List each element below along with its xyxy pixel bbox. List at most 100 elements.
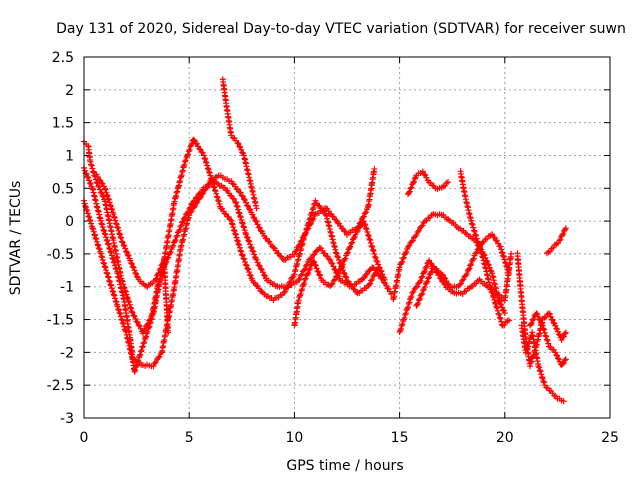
data-point — [399, 321, 406, 328]
data-point — [94, 241, 101, 248]
data-point — [410, 288, 417, 295]
data-point — [111, 292, 118, 299]
data-point — [185, 151, 192, 158]
data-point — [529, 317, 536, 324]
data-point — [165, 329, 172, 336]
data-point — [112, 265, 119, 272]
data-point — [111, 214, 118, 221]
series-track-3 — [81, 164, 395, 375]
y-tick-label: 2.5 — [52, 50, 74, 66]
data-point — [312, 262, 319, 269]
data-point — [109, 206, 116, 213]
data-point — [204, 165, 211, 172]
data-point — [88, 220, 95, 227]
data-point — [427, 260, 434, 267]
data-point — [115, 306, 122, 313]
data-point — [528, 320, 535, 327]
data-point — [402, 311, 409, 318]
data-point — [415, 297, 422, 304]
data-point — [132, 315, 139, 322]
data-point — [241, 256, 248, 263]
data-point — [112, 262, 119, 269]
data-point — [419, 222, 426, 229]
data-point — [378, 268, 385, 275]
data-point — [123, 248, 130, 255]
data-point — [231, 227, 238, 234]
data-point — [398, 325, 405, 332]
data-point — [106, 278, 113, 285]
data-point — [235, 206, 242, 213]
data-point — [295, 243, 302, 250]
data-point — [152, 276, 159, 283]
data-point — [245, 266, 252, 273]
data-point — [88, 161, 95, 168]
data-point — [328, 259, 335, 266]
data-point — [421, 284, 428, 291]
data-point — [133, 270, 140, 277]
data-point — [108, 285, 115, 292]
data-point — [188, 201, 195, 208]
data-point — [421, 171, 428, 178]
data-point — [146, 323, 153, 330]
data-point — [497, 315, 504, 322]
data-point — [500, 252, 507, 259]
data-point — [408, 293, 415, 300]
data-point — [234, 140, 241, 147]
data-point — [297, 292, 304, 299]
data-point — [228, 220, 235, 227]
data-point — [360, 218, 367, 225]
data-point — [133, 362, 140, 369]
data-point — [405, 300, 412, 307]
data-point — [216, 200, 223, 207]
data-point — [186, 146, 193, 153]
data-point — [241, 197, 248, 204]
data-point — [188, 142, 195, 149]
data-point — [108, 249, 115, 256]
y-axis-label: SDTVAR / TECUs — [8, 181, 24, 296]
data-point — [467, 262, 474, 269]
data-point — [559, 334, 566, 341]
data-point — [366, 235, 373, 242]
data-point — [255, 262, 262, 269]
data-point — [304, 271, 311, 278]
data-point — [538, 374, 545, 381]
data-point — [469, 221, 476, 228]
data-point — [418, 291, 425, 298]
data-point — [126, 301, 133, 308]
data-point — [215, 197, 222, 204]
data-point — [348, 240, 355, 247]
data-point — [419, 290, 426, 297]
data-point — [118, 235, 125, 242]
data-point — [295, 297, 302, 304]
data-point — [561, 330, 568, 337]
data-point — [247, 272, 254, 279]
data-point — [211, 187, 218, 194]
data-point — [354, 227, 361, 234]
data-point — [309, 206, 316, 213]
data-point — [487, 285, 494, 292]
data-point — [204, 162, 211, 169]
data-point — [165, 254, 172, 261]
data-point — [238, 192, 245, 199]
x-tick-label: 25 — [601, 430, 619, 446]
data-point — [133, 318, 140, 325]
data-point — [480, 254, 487, 261]
data-point — [475, 239, 482, 246]
data-point — [299, 286, 306, 293]
data-point — [555, 331, 562, 338]
data-point — [128, 305, 135, 312]
data-point — [239, 193, 246, 200]
data-point — [381, 276, 388, 283]
data-point — [232, 230, 239, 237]
data-point — [105, 196, 112, 203]
data-point — [506, 270, 513, 277]
data-point — [371, 250, 378, 257]
data-point — [363, 270, 370, 277]
data-point — [410, 178, 417, 185]
y-tick-label: -2 — [60, 345, 74, 361]
data-point — [308, 220, 315, 227]
data-point — [338, 262, 345, 269]
data-point — [496, 311, 503, 318]
data-point — [402, 310, 409, 317]
data-point — [556, 237, 563, 244]
